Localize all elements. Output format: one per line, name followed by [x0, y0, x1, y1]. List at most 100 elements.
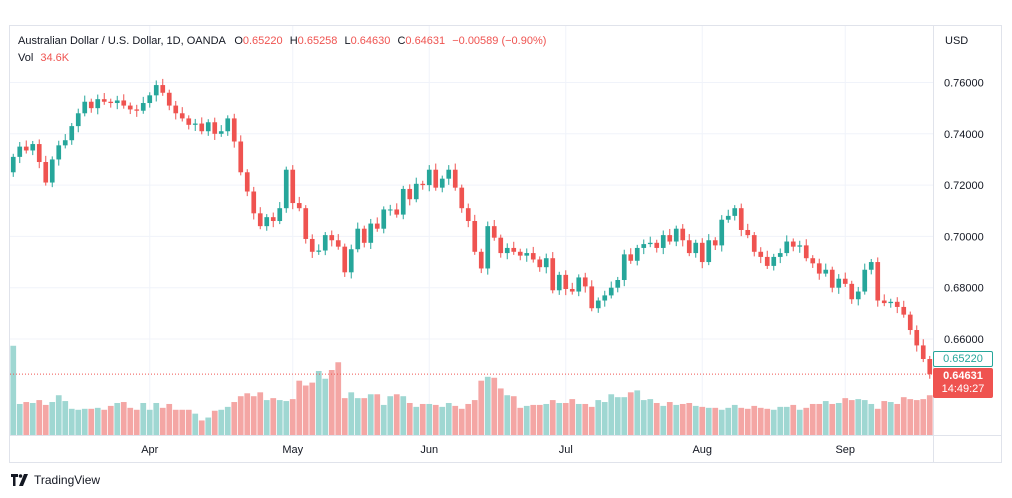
candle-body	[452, 169, 458, 188]
volume-bar	[777, 406, 784, 435]
volume-bar	[257, 392, 264, 435]
candle-body	[914, 330, 920, 346]
volume-bar	[790, 404, 797, 435]
candle-body	[686, 240, 692, 254]
candle-body	[166, 92, 172, 106]
candle-body	[868, 262, 874, 270]
candle-body	[569, 288, 575, 292]
candle-body	[810, 258, 816, 264]
volume-bar	[926, 395, 933, 435]
volume-bar	[445, 402, 452, 435]
candle-body	[121, 100, 127, 106]
candle-body	[218, 131, 224, 134]
candle-body	[875, 262, 881, 301]
volume-bar	[543, 403, 550, 435]
candle-body	[647, 242, 653, 245]
volume-bar	[205, 417, 212, 435]
candle-body	[907, 314, 913, 331]
volume-bar	[803, 407, 810, 435]
candle-body	[472, 221, 478, 252]
volume-bar	[224, 406, 231, 435]
candle-body	[75, 113, 81, 127]
candle-body	[238, 141, 244, 173]
candle-body	[784, 241, 790, 254]
volume-bar	[647, 399, 654, 435]
volume-bar	[653, 402, 660, 435]
chart-frame[interactable]	[9, 25, 1002, 463]
volume-bar	[770, 409, 777, 435]
candle-body	[790, 241, 796, 247]
candle-body	[693, 242, 699, 254]
volume-bar	[666, 402, 673, 435]
candle-body	[732, 208, 738, 216]
volume-histogram	[10, 345, 933, 435]
volume-bar	[731, 404, 738, 435]
candle-series	[10, 78, 933, 379]
volume-bar	[127, 407, 134, 435]
time-tick-label: Jul	[559, 444, 573, 456]
candle-body	[556, 274, 562, 291]
volume-bar	[673, 404, 680, 435]
candle-body	[602, 295, 608, 301]
candle-body	[888, 301, 894, 304]
volume-bar	[510, 396, 517, 435]
volume-bar	[114, 402, 121, 435]
candle-body	[173, 105, 179, 114]
candle-body	[17, 146, 23, 157]
volume-bar	[907, 399, 914, 435]
volume-bar	[140, 402, 147, 435]
candle-body	[244, 172, 250, 192]
volume-label: Vol	[18, 52, 34, 64]
volume-bar	[270, 398, 277, 435]
candle-body	[517, 251, 523, 256]
volume-bar	[10, 345, 17, 435]
candle-body	[621, 254, 627, 281]
candle-body	[36, 144, 42, 163]
volume-bar	[81, 408, 88, 435]
candle-body	[901, 306, 907, 315]
candle-body	[134, 109, 140, 111]
candle-body	[699, 242, 705, 263]
high-value: 0.65258	[297, 35, 338, 47]
volume-bar	[419, 403, 426, 435]
volume-bar	[380, 404, 387, 435]
volume-bar	[712, 407, 719, 435]
last-price-badge: 0.64631 14:49:27	[933, 368, 993, 398]
volume-bar	[393, 394, 400, 435]
candle-body	[725, 215, 731, 220]
volume-bar	[16, 403, 23, 435]
candle-body	[30, 144, 36, 151]
candle-body	[459, 187, 465, 209]
volume-bar	[335, 362, 342, 435]
candle-body	[296, 203, 302, 209]
candle-body	[153, 85, 159, 96]
candle-body	[426, 169, 432, 186]
high-label: H	[289, 35, 298, 47]
volume-bar	[764, 408, 771, 435]
volume-bar	[842, 398, 849, 435]
candle-body	[491, 226, 497, 238]
volume-bar	[458, 408, 465, 435]
candle-body	[251, 191, 257, 214]
candle-body	[127, 105, 133, 110]
candle-body	[413, 183, 419, 200]
time-tick-label: Sep	[835, 444, 855, 456]
candle-body	[595, 300, 601, 309]
candle-body	[816, 263, 822, 274]
candle-body	[342, 246, 348, 273]
volume-bar	[107, 405, 114, 435]
volume-bar	[159, 407, 166, 435]
candle-body	[355, 228, 361, 250]
candle-body	[530, 253, 536, 260]
volume-bar	[796, 409, 803, 435]
volume-bar	[42, 404, 49, 435]
volume-bar	[322, 378, 329, 435]
candle-body	[920, 345, 926, 360]
candle-body	[329, 235, 335, 241]
volume-bar	[341, 398, 348, 435]
volume-bar	[569, 399, 576, 435]
candle-body	[706, 240, 712, 263]
tradingview-branding[interactable]: TradingView	[11, 473, 100, 487]
volume-bar	[887, 402, 894, 435]
